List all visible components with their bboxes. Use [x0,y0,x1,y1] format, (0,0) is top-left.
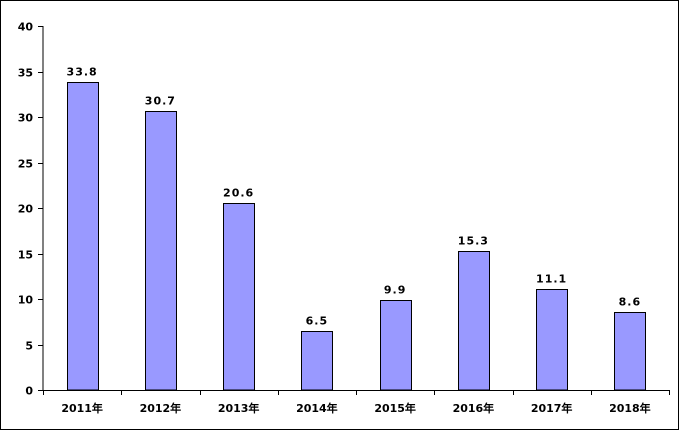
y-tick-label: 10 [18,294,34,307]
y-tick-label: 30 [18,112,34,125]
data-label: 6.5 [306,315,329,328]
bar-2017年 [536,289,568,391]
x-tick-label: 2014年 [296,401,338,415]
y-tick-label: 20 [18,203,34,216]
data-label: 11.1 [536,273,567,286]
y-tick-label: 35 [18,67,33,80]
x-tick-label: 2015年 [374,401,416,415]
bar-2016年 [458,251,490,391]
x-tick-label: 2011年 [61,401,103,415]
bar-2015年 [380,300,412,391]
x-tick-label: 2018年 [609,401,651,415]
x-tick-label: 2017年 [531,401,573,415]
x-tick-label: 2012年 [140,401,182,415]
y-tick-label: 0 [25,385,33,398]
bar-2011年 [67,82,99,391]
data-labels: 33.8 30.7 20.6 6.5 9.9 15.3 11.1 8.6 [67,66,642,328]
data-label: 9.9 [384,284,407,297]
data-label: 15.3 [458,235,489,248]
data-label: 33.8 [67,66,98,79]
data-label: 30.7 [145,95,176,108]
data-label: 8.6 [619,296,642,309]
x-tick-label: 2013年 [218,401,260,415]
y-tick-label: 5 [25,340,33,353]
y-tick-label: 40 [18,21,34,34]
y-tick-label: 25 [18,158,33,171]
bar-2014年 [301,331,333,391]
bar-2012年 [145,111,177,391]
x-tick-label: 2016年 [453,401,495,415]
x-axis: 2011年 2012年 2013年 2014年 2015年 2016年 2017年 2018年 [43,390,670,415]
bar-2013年 [223,203,255,391]
data-label: 20.6 [223,187,254,200]
bars [67,82,646,391]
y-tick-label: 15 [18,249,33,262]
bar-2018年 [614,312,646,391]
y-axis: 0 5 10 15 20 25 30 35 40 [18,21,44,398]
